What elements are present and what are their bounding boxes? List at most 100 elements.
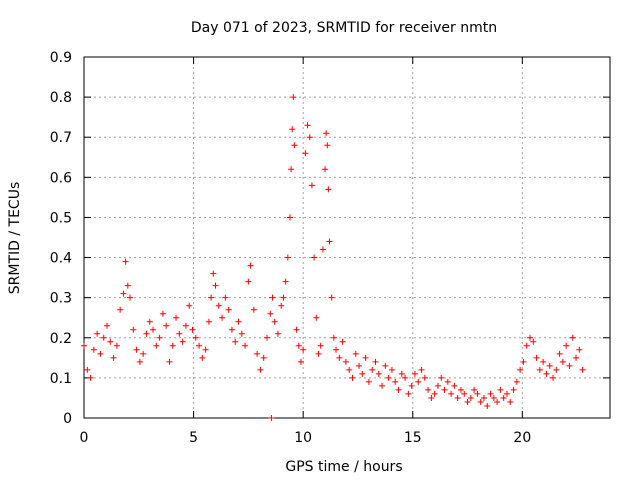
data-point [140, 350, 147, 357]
data-point [328, 294, 335, 301]
data-point [372, 358, 379, 365]
data-point [471, 386, 478, 393]
data-point [288, 166, 295, 173]
data-point [480, 394, 487, 401]
y-tick-label: 0 [63, 411, 72, 427]
data-point [444, 378, 451, 385]
data-point [289, 126, 296, 133]
data-point [503, 390, 510, 397]
data-point [269, 294, 276, 301]
data-point [330, 334, 337, 341]
data-point [428, 394, 435, 401]
data-point [208, 294, 215, 301]
data-point [219, 314, 226, 321]
data-point [382, 362, 389, 369]
data-point [523, 342, 530, 349]
data-point [517, 366, 524, 373]
data-point [245, 278, 252, 285]
data-point [454, 394, 461, 401]
data-point [311, 254, 318, 261]
data-point [166, 358, 173, 365]
data-point [497, 386, 504, 393]
data-point [130, 326, 137, 333]
y-tick-label: 0.6 [50, 170, 72, 186]
data-point [543, 370, 550, 377]
data-point [202, 346, 209, 353]
data-point [490, 394, 497, 401]
data-point [474, 390, 481, 397]
data-point [438, 374, 445, 381]
data-point [315, 350, 322, 357]
data-point [122, 258, 129, 265]
data-point [513, 378, 520, 385]
data-point [271, 318, 278, 325]
chart-title: Day 071 of 2023, SRMTID for receiver nmt… [191, 20, 497, 36]
data-point [267, 310, 274, 317]
data-point [369, 366, 376, 373]
y-tick-label: 0.9 [50, 50, 72, 66]
data-point [278, 302, 285, 309]
data-point [87, 374, 94, 381]
data-point [238, 330, 245, 337]
data-point [247, 262, 254, 269]
data-point [189, 326, 196, 333]
data-point [441, 386, 448, 393]
data-point [205, 318, 212, 325]
data-point [254, 350, 261, 357]
data-point [295, 342, 302, 349]
data-point [284, 254, 291, 261]
data-point [540, 358, 547, 365]
y-tick-label: 0.5 [50, 210, 72, 226]
data-point [97, 350, 104, 357]
data-point [153, 342, 160, 349]
data-point [290, 94, 297, 101]
data-point [136, 358, 143, 365]
data-point [533, 354, 540, 361]
data-point [325, 186, 332, 193]
data-point [179, 338, 186, 345]
data-point [176, 330, 183, 337]
data-point [359, 370, 366, 377]
data-point [411, 370, 418, 377]
data-point [507, 398, 514, 405]
data-point [304, 122, 311, 129]
data-point [297, 358, 304, 365]
data-point [196, 342, 203, 349]
data-point [566, 362, 573, 369]
data-point [553, 366, 560, 373]
data-point [451, 382, 458, 389]
y-tick-label: 0.1 [50, 371, 72, 387]
data-point [425, 386, 432, 393]
data-point [520, 358, 527, 365]
data-point [527, 334, 534, 341]
data-point [287, 214, 294, 221]
data-point [579, 366, 586, 373]
data-point [556, 350, 563, 357]
x-tick-label: 10 [294, 430, 312, 446]
data-point [415, 378, 422, 385]
grid-lines [84, 57, 610, 418]
data-point [186, 302, 193, 309]
data-point [395, 386, 402, 393]
x-tick-label: 0 [80, 430, 89, 446]
data-point [326, 238, 333, 245]
data-point [559, 358, 566, 365]
data-point [84, 366, 91, 373]
data-point [402, 374, 409, 381]
data-point [257, 366, 264, 373]
data-point [339, 338, 346, 345]
data-point [146, 318, 153, 325]
data-point [319, 246, 326, 253]
data-point [323, 130, 330, 137]
data-point [94, 330, 101, 337]
data-point [264, 334, 271, 341]
data-point [274, 330, 281, 337]
data-point [242, 342, 249, 349]
data-point [222, 294, 229, 301]
data-point [461, 390, 468, 397]
data-point [100, 334, 107, 341]
data-point [375, 370, 382, 377]
data-point [408, 382, 415, 389]
data-point [302, 150, 309, 157]
data-point [322, 166, 329, 173]
